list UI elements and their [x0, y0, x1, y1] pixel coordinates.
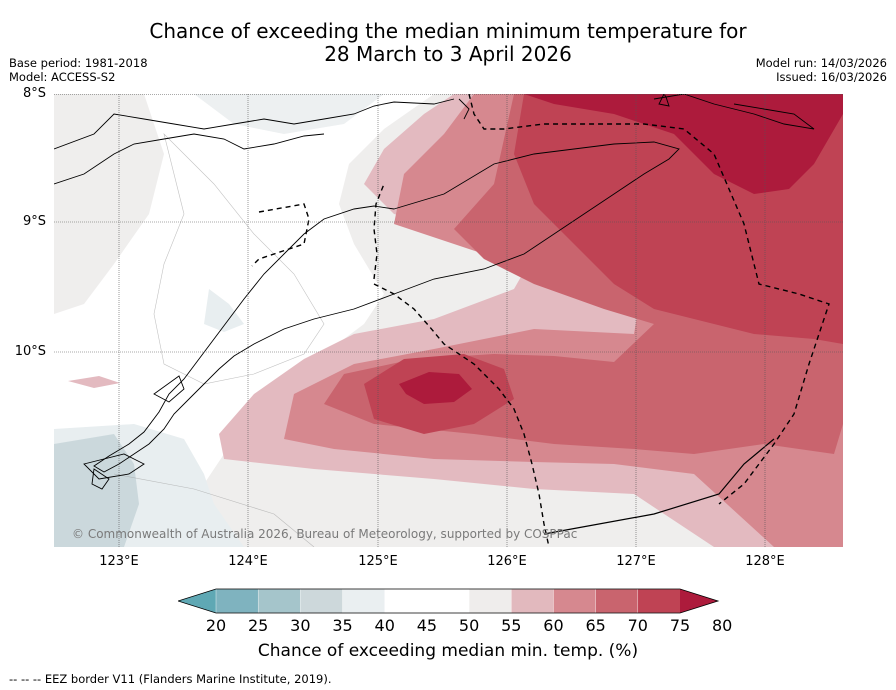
lon-label-126e: 126°E — [487, 554, 527, 569]
colorbar-tick-label: 70 — [627, 616, 648, 635]
colorbar-tick-label: 40 — [374, 616, 395, 635]
contour-small-blue — [204, 289, 244, 332]
colorbar-segment — [342, 588, 386, 614]
lat-label-10s: 10°S — [14, 344, 46, 359]
lat-label-8s: 8°S — [22, 86, 46, 101]
colorbar-tick-label: 30 — [290, 616, 311, 635]
colorbar-segment — [637, 588, 681, 614]
colorbar-tick-label: 35 — [332, 616, 353, 635]
colorbar-tick-label: 45 — [416, 616, 438, 635]
title-line-2: 28 March to 3 April 2026 — [324, 42, 572, 66]
colorbar-segment — [511, 588, 555, 614]
graticule — [54, 94, 843, 547]
contour-35-40 — [54, 434, 139, 547]
title-line-1: Chance of exceeding the median minimum t… — [149, 19, 747, 43]
meta-right: Model run: 14/03/2026 Issued: 16/03/2026 — [756, 56, 887, 84]
colorbar-high-arrow — [680, 589, 718, 613]
model-name: Model: ACCESS-S2 — [9, 70, 116, 84]
colorbar-low-arrow — [178, 589, 216, 613]
colorbar-segment — [468, 588, 512, 614]
model-run: Model run: 14/03/2026 — [755, 56, 887, 70]
colorbar-tick-label: 65 — [585, 616, 606, 635]
coastline — [54, 94, 815, 490]
colorbar-segment — [426, 588, 470, 614]
map-title: Chance of exceeding the median minimum t… — [0, 20, 896, 66]
meta-left: Base period: 1981-2018 Model: ACCESS-S2 — [9, 56, 148, 84]
colorbar — [176, 588, 720, 618]
base-period: Base period: 1981-2018 — [9, 56, 148, 70]
colorbar-segment — [595, 588, 639, 614]
colorbar-segment — [553, 588, 597, 614]
colorbar-tick-label: 25 — [247, 616, 269, 635]
colorbar-segments — [215, 588, 681, 614]
colorbar-segment — [384, 588, 428, 614]
eez-legend-footer: -- -- -- EEZ border V11 (Flanders Marine… — [9, 672, 332, 686]
colorbar-tick-label: 55 — [501, 616, 522, 635]
contour-80-plus-south — [399, 372, 472, 404]
colorbar-tick-label: 60 — [543, 616, 564, 635]
eez-border — [251, 94, 830, 547]
colorbar-segment — [300, 588, 344, 614]
colorbar-tick-label: 20 — [205, 616, 227, 635]
issued-date: Issued: 16/03/2026 — [776, 70, 887, 84]
colorbar-label: Chance of exceeding median min. temp. (%… — [257, 641, 639, 661]
contour-west-grey — [54, 94, 164, 314]
colorbar-tick-label: 75 — [669, 616, 691, 635]
colorbar-tick-label: 80 — [711, 616, 733, 635]
lon-label-128e: 128°E — [745, 554, 785, 569]
map-panel — [54, 94, 843, 547]
contour-lines — [113, 133, 325, 547]
contour-north-light — [194, 94, 384, 134]
colorbar-segment — [215, 588, 259, 614]
contour-80-plus-north — [524, 94, 843, 194]
contour-west-pink-patch — [68, 376, 120, 388]
lon-label-127e: 127°E — [616, 554, 656, 569]
colorbar-outline — [176, 588, 720, 614]
lon-label-125e: 125°E — [358, 554, 398, 569]
copyright-notice: © Commonwealth of Australia 2026, Bureau… — [72, 527, 578, 541]
boundary-line — [543, 438, 775, 535]
lon-label-123e: 123°E — [99, 554, 139, 569]
colorbar-segment — [257, 588, 302, 614]
lon-label-124e: 124°E — [228, 554, 268, 569]
lat-label-9s: 9°S — [22, 214, 46, 229]
colorbar-tick-label: 50 — [458, 616, 480, 635]
map-svg — [54, 94, 843, 547]
colorbar-svg — [176, 588, 720, 614]
